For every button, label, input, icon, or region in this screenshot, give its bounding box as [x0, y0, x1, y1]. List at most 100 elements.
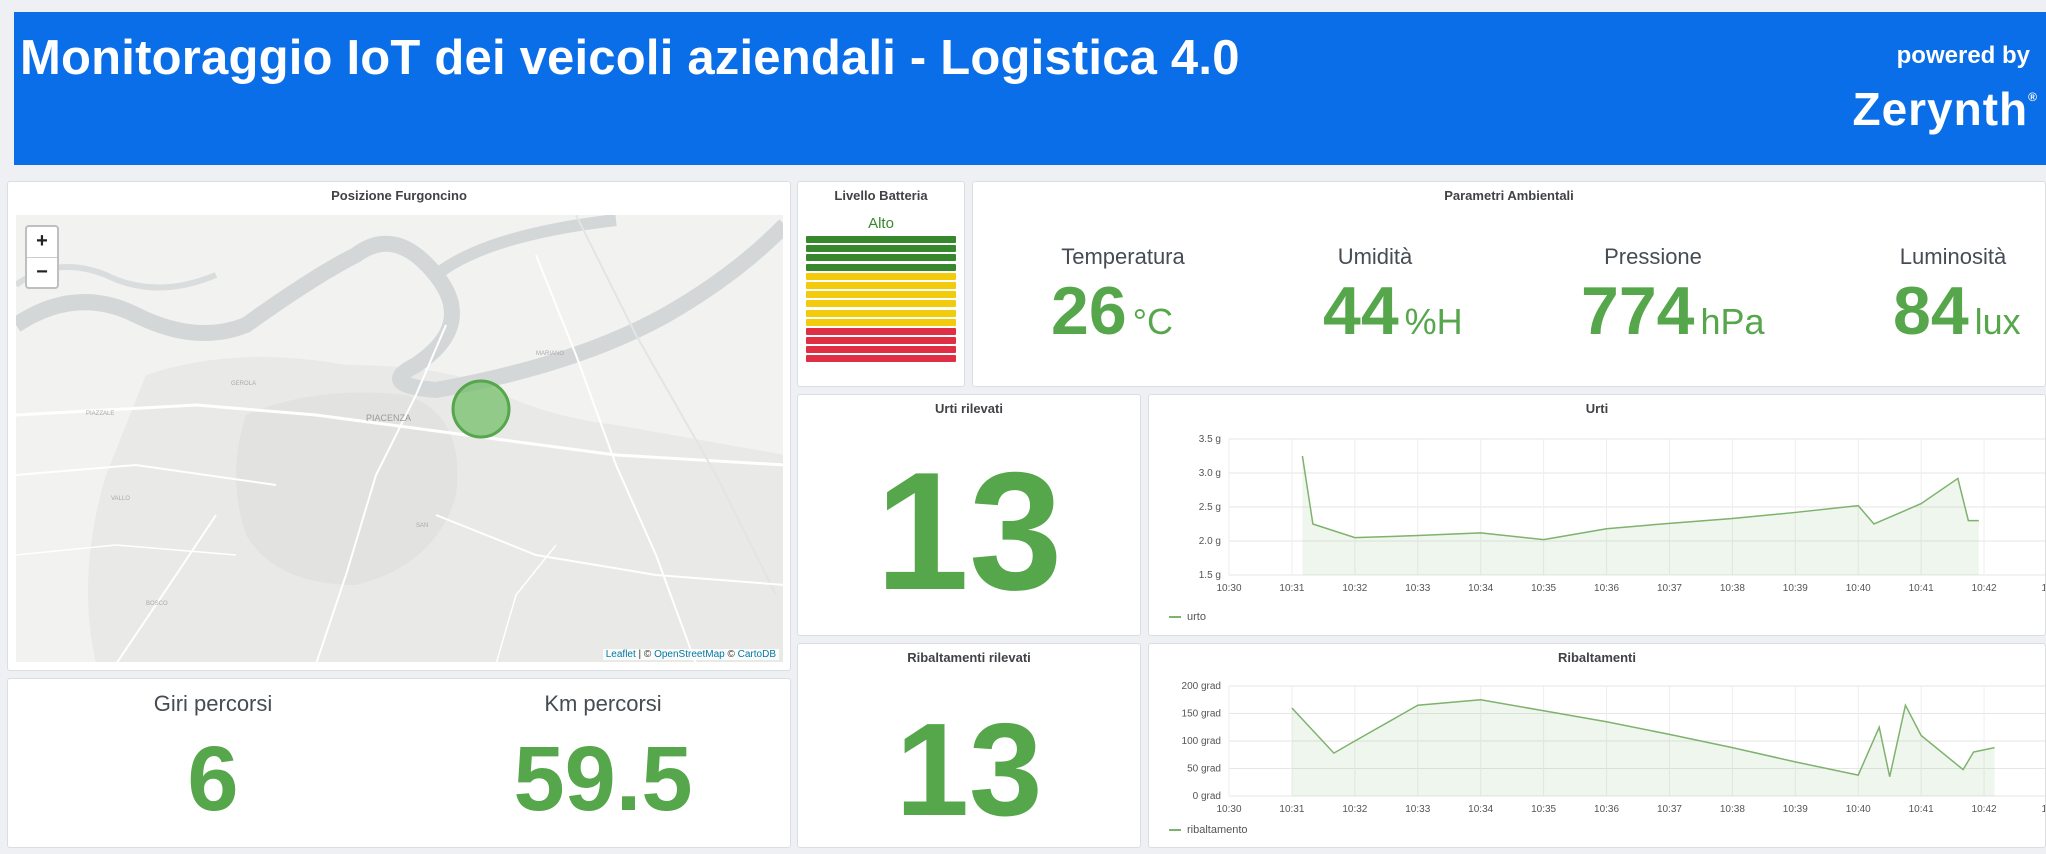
- temperature-label: Temperatura: [1061, 244, 1185, 269]
- map-zoom-control: + −: [25, 225, 59, 289]
- rollover-y-tick-label: 200 grad: [1182, 681, 1221, 692]
- shocks-x-tick-label: 10:38: [1720, 583, 1745, 594]
- map-label-bosco: BOSCO: [146, 601, 168, 607]
- laps-value: 6: [187, 728, 239, 830]
- zoom-out-button[interactable]: −: [36, 261, 48, 283]
- pressure-label: Pressione: [1604, 244, 1702, 269]
- shocks-chart-panel: Urti 3.5 g 3.0 g 2.5 g 2.0 g 1.5 g 10:30 10:31…: [1148, 394, 2046, 636]
- cartodb-link[interactable]: CartoDB: [737, 649, 776, 660]
- brand-logo[interactable]: Zerynth®: [1852, 82, 2038, 136]
- rollover-x-tick-label: 10:39: [1783, 804, 1808, 815]
- rollover-legend-label: ribaltamento: [1187, 824, 1248, 836]
- battery-bar-segment: [806, 281, 956, 289]
- shocks-x-tick-label: 10:40: [1846, 583, 1871, 594]
- attribution-separator-2: ©: [724, 649, 738, 660]
- attribution-separator-1: | ©: [635, 649, 655, 660]
- shocks-x-tick-label: 10:36: [1594, 583, 1619, 594]
- map-attribution: Leaflet | © OpenStreetMap © CartoDB: [602, 649, 779, 660]
- rollover-y-tick-label: 50 grad: [1187, 764, 1221, 775]
- shocks-y-tick-label: 3.5 g: [1199, 434, 1221, 445]
- rollover-chart-title[interactable]: Ribaltamenti: [1557, 650, 1636, 665]
- shocks-y-tick-label: 3.0 g: [1199, 468, 1221, 479]
- rollover-x-tick-label: 10:37: [1657, 804, 1682, 815]
- brand-registered-mark: ®: [2028, 90, 2038, 104]
- shocks-x-tick-label: 10: [2041, 583, 2046, 594]
- rollover-legend[interactable]: ribaltamento: [1169, 824, 1248, 836]
- battery-level-label: Alto: [868, 215, 894, 232]
- temperature-number: 26: [1051, 273, 1127, 349]
- rollover-x-tick-label: 10:41: [1909, 804, 1934, 815]
- temperature-unit: °C: [1132, 301, 1174, 342]
- luminosity-label: Luminosità: [1899, 244, 2007, 269]
- battery-bar-segment: [806, 300, 956, 308]
- shocks-x-tick-label: 10:33: [1405, 583, 1430, 594]
- environment-panel-title[interactable]: Parametri Ambientali: [1444, 188, 1574, 203]
- rollover-x-tick-label: 10:34: [1468, 804, 1493, 815]
- km-label: Km percorsi: [544, 691, 662, 716]
- battery-panel: Livello Batteria Alto: [797, 181, 965, 387]
- shocks-count-panel: Urti rilevati 13: [797, 394, 1141, 636]
- battery-bar-segment: [806, 245, 956, 253]
- leaflet-link[interactable]: Leaflet: [605, 649, 636, 660]
- rollover-count-panel: Ribaltamenti rilevati 13: [797, 643, 1141, 848]
- shocks-x-tick-label: 10:30: [1216, 583, 1241, 594]
- rollover-y-tick-label: 0 grad: [1193, 791, 1221, 802]
- battery-bar-segment: [806, 327, 956, 335]
- rollover-count-title[interactable]: Ribaltamenti rilevati: [907, 650, 1031, 665]
- map-label-piazzale: PIAZZALE: [86, 411, 114, 417]
- battery-bar-segment: [806, 263, 956, 271]
- shocks-chart-title[interactable]: Urti: [1585, 401, 1609, 416]
- shocks-series-area: [1302, 456, 1979, 575]
- rollover-x-tick-label: 10:38: [1720, 804, 1745, 815]
- rollover-x-tick-label: 10:42: [1972, 804, 1997, 815]
- rollover-x-tick-label: 10:30: [1216, 804, 1241, 815]
- rollover-chart[interactable]: 200 grad 150 grad 100 grad 50 grad 0 grad 10:…: [1149, 670, 2046, 848]
- rollover-x-tick-label: 10:40: [1846, 804, 1871, 815]
- brand-name: Zerynth: [1852, 83, 2029, 135]
- shocks-series-line[interactable]: [1301, 455, 1979, 541]
- pressure-number: 774: [1581, 273, 1695, 349]
- rollover-x-tick-label: 10:32: [1342, 804, 1367, 815]
- map-panel: Posizione Furgoncino PIACENZA PIAZZALE G…: [7, 181, 791, 671]
- shocks-chart[interactable]: 3.5 g 3.0 g 2.5 g 2.0 g 1.5 g 10:30 10:31 10:32…: [1149, 425, 2046, 636]
- km-value: 59.5: [513, 728, 693, 830]
- battery-gauge: [806, 236, 956, 365]
- map-panel-title[interactable]: Posizione Furgoncino: [331, 188, 467, 203]
- shocks-x-tick-label: 10:41: [1909, 583, 1934, 594]
- luminosity-number: 84: [1893, 273, 1969, 349]
- shocks-x-tick-label: 10:32: [1342, 583, 1367, 594]
- rollover-x-tick-label: 10:33: [1405, 804, 1430, 815]
- map-label-gerola: GEROLA: [231, 381, 256, 387]
- rollover-count-value: 13: [895, 696, 1043, 843]
- shocks-x-tick-label: 10:31: [1279, 583, 1304, 594]
- map-label-vallo: VALLO: [111, 496, 130, 502]
- rollover-series-line[interactable]: [1291, 698, 1995, 777]
- map-tiles: PIACENZA PIAZZALE GEROLA BOSCO VALLO SAN…: [16, 215, 783, 662]
- humidity-number: 44: [1323, 273, 1399, 349]
- shocks-x-tick-label: 10:35: [1531, 583, 1556, 594]
- rollover-y-tick-label: 150 grad: [1182, 709, 1221, 720]
- battery-panel-title[interactable]: Livello Batteria: [834, 188, 928, 203]
- luminosity-value: 84 lux: [1893, 272, 2021, 350]
- shocks-count-title[interactable]: Urti rilevati: [935, 401, 1003, 416]
- shocks-x-tick-label: 10:37: [1657, 583, 1682, 594]
- vehicle-position-marker[interactable]: [451, 379, 511, 439]
- battery-bar-segment: [806, 236, 956, 243]
- laps-label: Giri percorsi: [153, 691, 273, 716]
- battery-bar-segment: [806, 318, 956, 326]
- map-label-city: PIACENZA: [366, 413, 411, 423]
- shocks-legend[interactable]: urto: [1169, 611, 1206, 623]
- rollover-chart-panel: Ribaltamenti 200 grad 150 grad 100 grad 50 …: [1148, 643, 2046, 848]
- osm-link[interactable]: OpenStreetMap: [654, 649, 725, 660]
- trip-stats-panel: Giri percorsi 6 Km percorsi 59.5: [7, 678, 791, 848]
- shocks-count-value: 13: [875, 437, 1063, 625]
- battery-bar-segment: [806, 355, 956, 363]
- shocks-x-tick-label: 10:34: [1468, 583, 1493, 594]
- battery-bar-segment: [806, 254, 956, 262]
- battery-bar-segment: [806, 309, 956, 317]
- rollover-y-tick-label: 100 grad: [1182, 736, 1221, 747]
- zoom-in-button[interactable]: +: [27, 227, 57, 258]
- shocks-y-tick-label: 1.5 g: [1199, 570, 1221, 581]
- map-view[interactable]: PIACENZA PIAZZALE GEROLA BOSCO VALLO SAN…: [16, 215, 783, 662]
- luminosity-unit: lux: [1974, 301, 2021, 342]
